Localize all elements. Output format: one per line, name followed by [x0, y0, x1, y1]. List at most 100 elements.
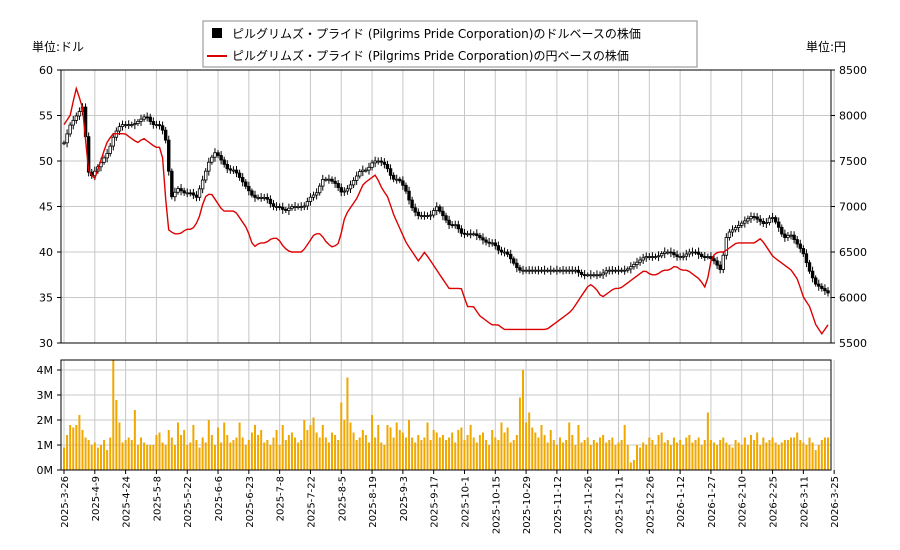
- volume-bar: [380, 442, 383, 470]
- candle-body: [435, 206, 439, 212]
- left-tick-label: 50: [39, 155, 53, 168]
- candle-body: [558, 269, 562, 272]
- volume-bar: [136, 445, 139, 470]
- date-axis: 2025-3-26 2025-4-9 2025-4-24 2025-5-8 2025-5…: [60, 470, 841, 534]
- volume-bar: [229, 442, 232, 470]
- volume-bar: [525, 422, 528, 470]
- x-tick-label: 2025-10-15: [491, 476, 502, 534]
- volume-bar: [414, 442, 417, 470]
- volume-bar: [272, 437, 275, 470]
- volume-bar: [636, 445, 638, 470]
- x-tick-label: 2026-1-27: [707, 476, 718, 528]
- candle-body: [148, 116, 152, 122]
- candle-body: [259, 196, 263, 199]
- volume-bar: [260, 430, 263, 470]
- volume-bar: [568, 422, 571, 470]
- candle-body: [610, 269, 615, 272]
- candle-body: [207, 161, 211, 172]
- volume-bar: [481, 432, 484, 470]
- volume-axis: 0M 1M 2M 3M 4M: [37, 364, 61, 477]
- candle-body: [385, 163, 390, 170]
- candle-body: [730, 229, 735, 233]
- volume-bar: [448, 437, 451, 470]
- candle-body: [130, 124, 134, 126]
- volume-bar: [395, 422, 398, 470]
- right-price-axis: 5500 6000 6500 7000 7500 8000 8500: [831, 64, 867, 350]
- right-tick-label: 7000: [839, 201, 867, 214]
- volume-bar: [241, 437, 244, 470]
- volume-bar: [719, 440, 722, 470]
- candle-body: [65, 133, 69, 144]
- candle-body: [290, 206, 294, 209]
- volume-bar: [623, 425, 626, 470]
- candle-body: [616, 269, 621, 272]
- volume-bar: [697, 437, 700, 470]
- volume-bar: [749, 435, 752, 470]
- volume-bar: [639, 447, 642, 470]
- volume-bar: [688, 435, 691, 470]
- volume-bar: [115, 400, 118, 470]
- candle-body: [250, 190, 254, 196]
- candle-body: [499, 249, 504, 253]
- candle-body: [459, 228, 464, 234]
- candle-body: [761, 220, 766, 224]
- candle-body: [632, 264, 636, 268]
- volume-bar: [543, 435, 546, 470]
- volume-bar: [244, 445, 247, 470]
- volume-bar: [786, 440, 789, 470]
- candle-body: [336, 183, 340, 189]
- volume-bar: [463, 440, 466, 470]
- candle-body: [712, 258, 716, 262]
- candle-body: [666, 251, 670, 254]
- candle-body: [265, 196, 270, 200]
- volume-bar: [349, 422, 352, 470]
- volume-tick-label: 4M: [37, 364, 54, 377]
- candle-body: [170, 170, 174, 198]
- volume-bar: [84, 437, 87, 470]
- volume-bar: [756, 432, 759, 470]
- volume-bar: [263, 442, 266, 470]
- volume-bar: [306, 430, 309, 470]
- volume-bar: [780, 442, 783, 470]
- right-tick-label: 8500: [839, 64, 867, 77]
- volume-bar: [398, 430, 401, 470]
- left-tick-label: 30: [39, 337, 53, 350]
- candle-body: [619, 269, 624, 272]
- volume-bar: [512, 440, 515, 470]
- right-tick-label: 7500: [839, 155, 867, 168]
- candle-body: [820, 285, 824, 289]
- volume-bar: [334, 435, 337, 470]
- volume-bar: [469, 425, 472, 470]
- volume-bar: [321, 425, 324, 470]
- volume-bar: [327, 442, 330, 470]
- left-tick-label: 45: [39, 201, 53, 214]
- candle-body: [653, 256, 658, 258]
- volume-tick-label: 2M: [37, 414, 54, 427]
- jpy-price-line: [63, 85, 829, 336]
- candle-body: [752, 216, 756, 218]
- right-tick-label: 6500: [839, 246, 867, 259]
- candle-body: [253, 194, 257, 198]
- candle-body: [401, 180, 405, 186]
- x-tick-label: 2025-6-6: [214, 476, 225, 521]
- x-tick-label: 2026-3-11: [799, 476, 810, 528]
- candle-body: [468, 233, 473, 236]
- candle-body: [675, 254, 679, 257]
- candle-body: [74, 115, 79, 121]
- candle-body: [462, 232, 467, 235]
- candle-body: [644, 256, 648, 259]
- candle-body: [595, 274, 599, 277]
- volume-bar: [318, 437, 321, 470]
- volume-bar: [451, 432, 454, 470]
- volume-bar: [337, 440, 340, 470]
- volume-bar: [515, 435, 518, 470]
- candle-body: [564, 269, 568, 272]
- candle-body: [724, 237, 729, 256]
- x-tick-label: 2026-2-25: [769, 476, 780, 528]
- candle-body: [539, 269, 544, 272]
- volume-bar: [820, 440, 823, 470]
- candle-body: [367, 166, 371, 171]
- candle-body: [210, 156, 214, 163]
- legend: ピルグリムズ・プライド (Pilgrims Pride Corporation)…: [202, 20, 698, 68]
- volume-bar: [466, 435, 469, 470]
